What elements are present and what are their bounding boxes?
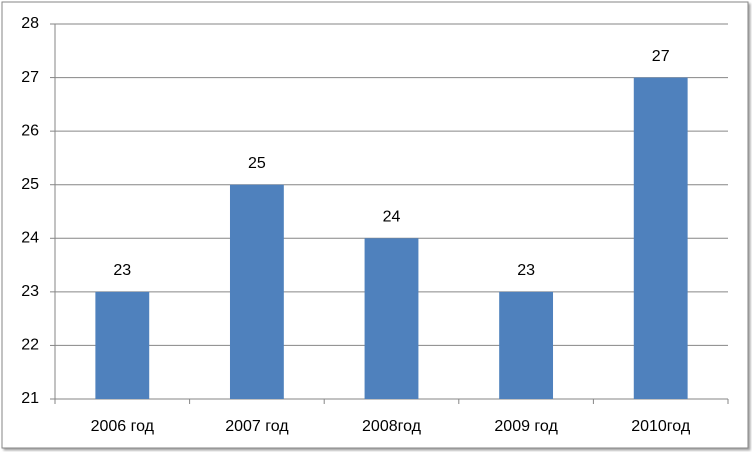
y-tick-label: 25 xyxy=(21,176,39,193)
x-tick-label: 2008год xyxy=(362,418,422,435)
y-tick-label: 27 xyxy=(21,69,39,86)
bar xyxy=(633,77,688,400)
y-tick-label: 24 xyxy=(21,230,39,247)
x-tick-label: 2010год xyxy=(631,418,691,435)
data-label: 27 xyxy=(652,48,670,65)
data-label: 24 xyxy=(383,209,401,226)
y-tick-label: 28 xyxy=(21,15,39,32)
data-label: 23 xyxy=(113,262,131,279)
y-tick-label: 26 xyxy=(21,122,39,139)
x-tick-label: 2006 год xyxy=(91,418,155,435)
y-tick-label: 23 xyxy=(21,283,39,300)
bar xyxy=(364,238,419,399)
bar xyxy=(95,291,150,399)
y-tick-label: 22 xyxy=(21,337,39,354)
data-label: 25 xyxy=(248,155,266,172)
x-tick-label: 2007 год xyxy=(225,418,289,435)
bar xyxy=(499,291,554,399)
bar xyxy=(229,184,284,399)
x-tick-label: 2009 год xyxy=(494,418,558,435)
y-tick-label: 21 xyxy=(21,390,39,407)
data-label: 23 xyxy=(517,262,535,279)
